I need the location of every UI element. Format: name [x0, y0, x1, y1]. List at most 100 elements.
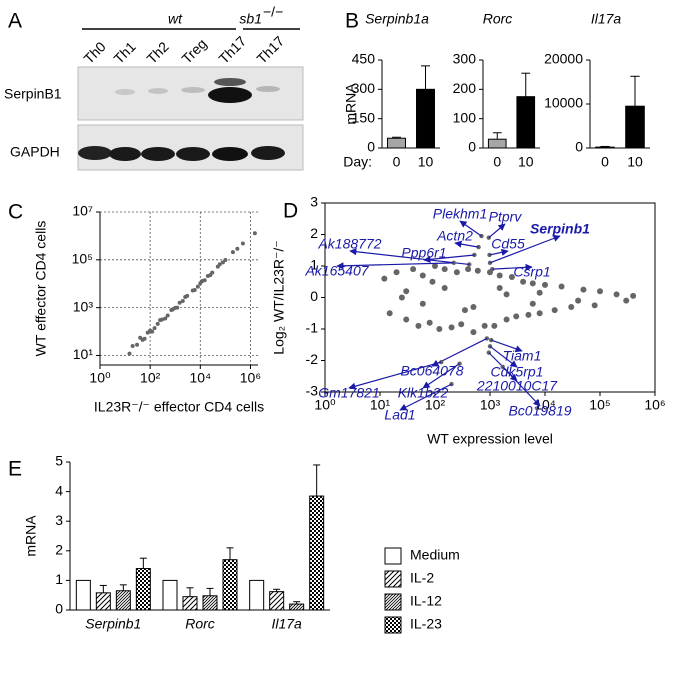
x-tick-label: 10⁴ [190, 370, 212, 386]
row-label: GAPDH [10, 144, 60, 160]
point [403, 316, 410, 323]
point [591, 302, 598, 309]
point [613, 291, 620, 298]
point [419, 272, 426, 279]
legend-swatch [384, 547, 402, 565]
legend-swatch [384, 570, 402, 588]
band [256, 86, 280, 92]
annotation-label: Actn2 [436, 228, 473, 244]
annotation-arrow [349, 248, 470, 266]
y-tick-label: 450 [352, 51, 376, 67]
bar [135, 568, 151, 611]
point [453, 269, 460, 276]
point [393, 269, 400, 276]
annotated-point [488, 337, 494, 343]
point [208, 273, 213, 278]
point [575, 297, 582, 304]
band [212, 147, 248, 161]
point [158, 318, 163, 323]
annotation-label: Plekhm1 [433, 206, 487, 222]
lane-label: Th1 [110, 38, 139, 67]
point [623, 297, 630, 304]
point [183, 294, 188, 299]
lane-label: Th0 [80, 38, 109, 67]
y-tick-label: 0 [575, 139, 583, 155]
x-tick-label: 0 [393, 154, 401, 170]
x-tick-label: Il17a [271, 616, 302, 632]
x-axis-label: Day: [343, 154, 372, 170]
point [465, 266, 472, 273]
point [235, 246, 240, 251]
y-tick-label: 10⁵ [72, 251, 93, 267]
point [513, 313, 520, 320]
bar [182, 596, 198, 611]
point [461, 307, 468, 314]
panel-label: A [8, 10, 22, 33]
y-tick-label: 10000 [544, 95, 583, 111]
point [150, 329, 155, 334]
annotation-label: Csrp1 [513, 264, 550, 280]
y-tick-label: -3 [306, 383, 319, 399]
point [558, 283, 565, 290]
point [175, 305, 180, 310]
point [536, 289, 543, 296]
point [142, 336, 147, 341]
point [403, 288, 410, 295]
x-axis-label: IL23R⁻/⁻ effector CD4 cells [94, 399, 264, 415]
point [165, 313, 170, 318]
point [426, 319, 433, 326]
y-tick-label: 150 [352, 109, 376, 125]
chart-title: Rorc [483, 11, 513, 27]
x-tick-label: 0 [601, 154, 609, 170]
x-tick-label: 10⁵ [589, 397, 610, 413]
y-tick-label: 0 [55, 601, 63, 617]
annotation-arrow [422, 363, 460, 389]
bar [625, 105, 645, 149]
point [217, 262, 222, 267]
x-tick-label: 10² [140, 370, 161, 386]
legend-label: IL-2 [410, 570, 434, 586]
annotation-label: Bc019819 [508, 403, 571, 419]
bar [416, 88, 435, 149]
y-axis-label: mRNA [23, 515, 39, 557]
bar [162, 579, 178, 611]
point [252, 231, 257, 236]
annotation-arrow [489, 234, 561, 264]
point [177, 300, 182, 305]
bar [487, 138, 507, 149]
y-tick-label: 1 [55, 571, 63, 587]
chart-title: Il17a [591, 11, 622, 27]
bar [95, 592, 111, 611]
point [410, 266, 417, 273]
y-axis-label: mRNA [343, 83, 359, 125]
x-tick-label: 10³ [480, 397, 501, 413]
x-tick-label: 10⁶ [644, 397, 665, 413]
band [176, 147, 210, 161]
y-tick-label: 300 [352, 80, 376, 96]
point [529, 300, 536, 307]
point [155, 321, 160, 326]
point [481, 322, 488, 329]
annotated-point [487, 252, 492, 258]
annotation-label: Ptprv [489, 209, 523, 225]
legend-label: IL-23 [410, 616, 442, 632]
point [630, 292, 637, 299]
point [568, 303, 575, 310]
point [503, 291, 510, 298]
x-tick-label: 10 [418, 154, 434, 170]
x-tick-label: 10⁰ [89, 370, 111, 386]
y-tick-label: 3 [55, 512, 63, 528]
point [169, 307, 174, 312]
band [78, 146, 112, 160]
point [525, 311, 532, 318]
point [441, 266, 448, 273]
x-tick-label: 10⁰ [314, 397, 336, 413]
point [458, 321, 465, 328]
annotation-arrow [489, 248, 509, 256]
point [195, 284, 200, 289]
x-tick-label: 10 [627, 154, 643, 170]
bar [516, 96, 536, 149]
bar [222, 559, 238, 611]
point [470, 303, 477, 310]
